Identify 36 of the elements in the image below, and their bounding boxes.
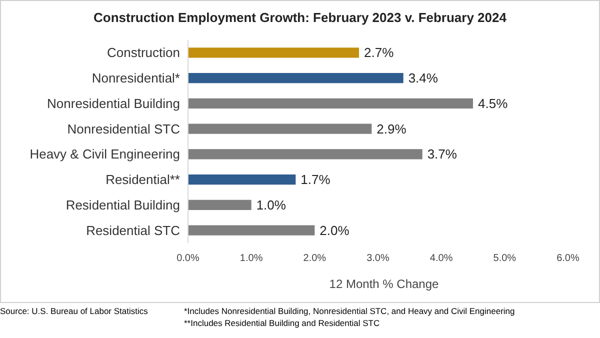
y-tick-label: Residential STC <box>86 222 180 238</box>
source-note: Source: U.S. Bureau of Labor Statistics <box>0 306 148 316</box>
x-tick-label: 5.0% <box>493 253 516 264</box>
bar <box>188 124 372 134</box>
y-tick-label: Nonresidential STC <box>67 121 180 136</box>
bar <box>188 48 359 58</box>
bar <box>188 149 422 160</box>
y-tick-label: Residential Building <box>66 197 180 212</box>
y-tick-label: Nonresidential Building <box>47 96 180 111</box>
x-tick-label: 0.0% <box>176 253 200 264</box>
y-tick-label: Residential** <box>106 172 180 188</box>
y-tick-label: Heavy & Civil Engineering <box>30 146 180 162</box>
data-label: 3.4% <box>408 70 438 86</box>
x-tick-label: 3.0% <box>366 253 390 264</box>
bar <box>188 200 252 210</box>
data-label: 3.7% <box>427 146 458 162</box>
data-label: 2.9% <box>376 121 407 136</box>
data-label: 1.0% <box>256 197 286 212</box>
y-tick-label: Nonresidential* <box>92 70 180 86</box>
chart-title: Construction Employment Growth: February 2023 v. February 2024 <box>94 10 508 25</box>
data-label: 4.5% <box>478 96 508 111</box>
bar <box>188 225 315 236</box>
x-tick-label: 6.0% <box>556 253 580 264</box>
x-tick-label: 1.0% <box>240 253 263 264</box>
data-label: 2.7% <box>364 45 394 60</box>
x-tick-label: 4.0% <box>430 253 453 264</box>
data-label: 1.7% <box>300 172 331 188</box>
x-tick-label: 2.0% <box>303 253 326 264</box>
data-label: 2.0% <box>320 222 350 238</box>
bar <box>188 98 473 109</box>
y-tick-label: Construction <box>107 45 180 60</box>
text: *Includes Nonresidential Building, Nonresidential STC, and Heavy and Civil Engineering <box>184 306 516 316</box>
bar <box>188 174 296 185</box>
x-axis-title: 12 Month % Change <box>329 277 440 291</box>
text: **Includes Residential Building and Residential STC <box>184 318 380 328</box>
bar <box>188 72 404 84</box>
